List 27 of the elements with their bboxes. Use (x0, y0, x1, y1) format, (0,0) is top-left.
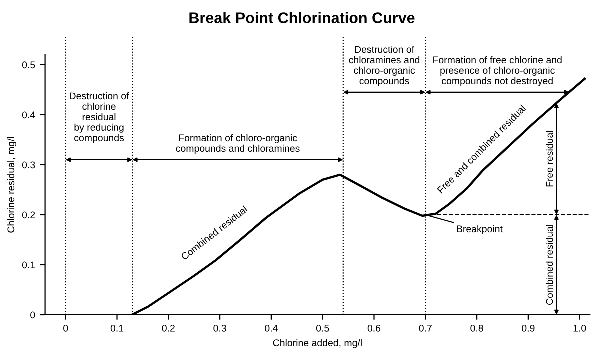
annotation: Formation of chloro-organic compounds and chloramines (176, 134, 300, 154)
x-tick-label: 0.4 (265, 324, 278, 332)
y-tick-label: 0.5 (22, 62, 36, 69)
y-tick-label: 0.1 (22, 262, 36, 269)
x-tick-label: 0.8 (470, 324, 484, 332)
chart-title: Break Point Chlorination Curve (190, 12, 415, 24)
x-tick-label: 0.6 (368, 324, 381, 332)
y-tick-label: 0.2 (22, 212, 36, 219)
x-tick-label: 0.1 (110, 324, 124, 332)
annotation: Destruction of chloramines and chloro-organic compounds (349, 46, 420, 86)
annotation: Combined residual (546, 225, 554, 306)
annotation: Formation of free chlorine and presence of chloro-organic compounds not destroyed (434, 56, 562, 86)
x-tick-label: 0 (64, 324, 68, 332)
x-tick-label: 0.9 (522, 324, 535, 332)
x-tick-label: 0.2 (162, 324, 175, 332)
x-tick-label: 0.5 (316, 324, 330, 332)
y-tick-label: 0.4 (22, 112, 36, 119)
annotation: Breakpoint (457, 225, 503, 235)
x-tick-label: 0.3 (214, 324, 226, 332)
annotation: Free residual (546, 131, 554, 187)
y-tick-label: 0.3 (22, 162, 36, 169)
x-axis-title: Chlorine added, mg/l (273, 339, 362, 348)
x-tick-label: 1.0 (574, 324, 586, 332)
annotation: Destruction of chlorine residual by reducing compounds (70, 92, 130, 144)
y-tick-label: 0 (30, 312, 36, 319)
y-axis-title: Chlorine residual, mg/l (7, 137, 17, 233)
x-tick-label: 0.7 (419, 324, 432, 332)
